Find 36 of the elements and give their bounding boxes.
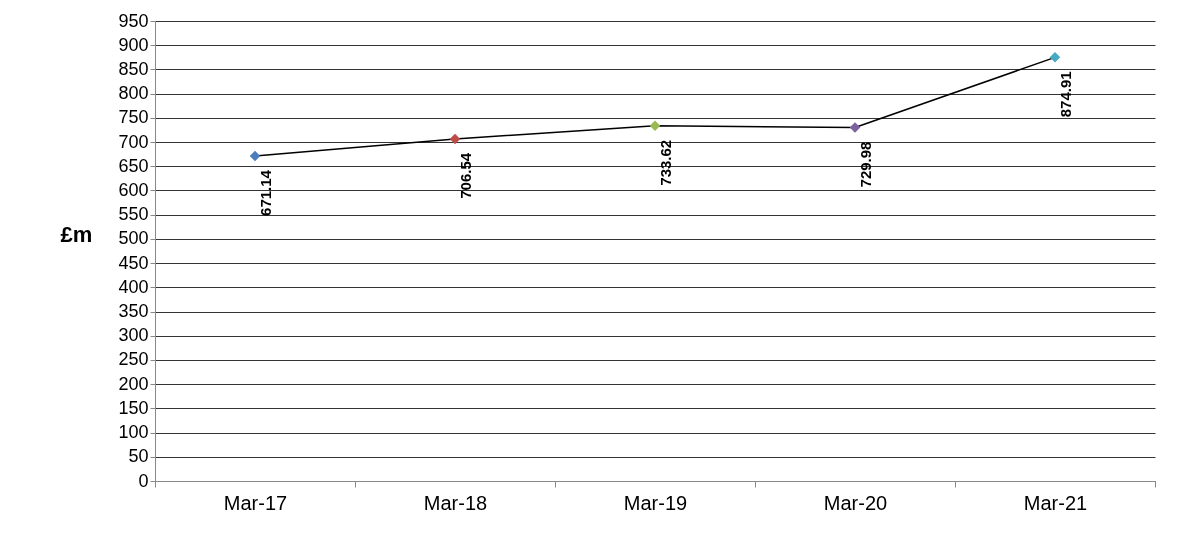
x-tick-label: Mar-20 — [823, 491, 888, 514]
x-tick-label: Mar-18 — [423, 491, 488, 514]
point — [1049, 52, 1061, 63]
y-tick-label: 150 — [118, 397, 149, 418]
y-tick-label: 750 — [118, 107, 149, 128]
y-tick-label: 950 — [118, 10, 149, 31]
data-label: 874.91 — [1057, 71, 1074, 118]
data-label: 706.54 — [457, 152, 474, 199]
y-tick-label: 500 — [118, 228, 149, 249]
y-axis-title: £m — [60, 221, 93, 247]
y-tick-label: 850 — [118, 58, 149, 79]
point — [849, 122, 861, 133]
x-tick-label: Mar-17 — [223, 491, 288, 514]
y-tick-label: 800 — [118, 83, 149, 104]
y-tick-label: 400 — [118, 276, 149, 297]
y-tick-label: 450 — [118, 252, 149, 273]
y-tick-label: 550 — [118, 204, 149, 225]
x-tick-label: Mar-19 — [623, 491, 688, 514]
data-label: 729.98 — [857, 141, 874, 188]
y-tick-label: 300 — [118, 325, 149, 346]
point — [649, 120, 661, 132]
x-tick-label: Mar-21 — [1023, 491, 1088, 514]
y-tick-label: 650 — [118, 155, 149, 176]
y-tick-label: 350 — [118, 301, 149, 322]
y-tick-label: 0 — [138, 470, 149, 491]
y-tick-label: 250 — [118, 349, 149, 370]
y-tick-label: 700 — [118, 131, 149, 152]
point — [449, 133, 461, 145]
data-label: 671.14 — [257, 169, 274, 216]
y-tick-label: 50 — [128, 446, 149, 467]
point — [249, 150, 261, 162]
y-tick-label: 600 — [118, 179, 149, 200]
y-tick-label: 900 — [118, 34, 149, 55]
data-label: 733.62 — [657, 139, 674, 186]
y-tick-label: 100 — [118, 422, 149, 443]
y-tick-label: 200 — [118, 373, 149, 394]
